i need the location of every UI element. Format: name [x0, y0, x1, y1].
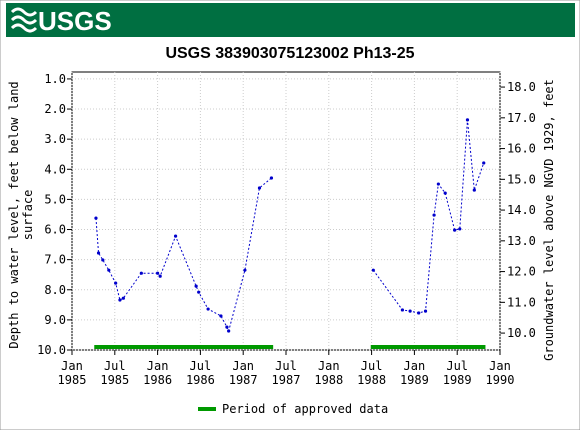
x-tick-label: Jan 1987 [229, 359, 258, 387]
legend-label: Period of approved data [222, 402, 388, 416]
data-point [107, 268, 111, 272]
x-tick-label: Jan 1986 [143, 359, 172, 387]
data-point [453, 228, 457, 232]
axis-label: Depth to water level, feet below landsur… [7, 81, 35, 348]
chart-title: USGS 383903075123002 Ph13-25 [165, 45, 414, 62]
data-point [408, 309, 412, 313]
y2-tick-label: 12.0 [507, 265, 536, 279]
data-point [472, 188, 476, 192]
y2-tick-label: 16.0 [507, 142, 536, 156]
data-point [139, 271, 143, 275]
x-tick-label: Jul 1987 [272, 359, 301, 387]
data-point [243, 268, 247, 272]
y2-tick-label: 10.0 [507, 326, 536, 340]
x-tick-label: Jul 1988 [357, 359, 386, 387]
data-point [206, 307, 210, 311]
data-point [371, 268, 375, 272]
data-point [197, 290, 201, 294]
data-point [156, 271, 160, 275]
axis-label: Groundwater level above NGVD 1929, feet [542, 79, 556, 361]
data-point [173, 234, 178, 238]
y-tick-label: 4.0 [44, 162, 66, 176]
data-point [423, 309, 428, 313]
y-tick-label: 9.0 [44, 313, 66, 327]
logo-waves [10, 7, 38, 33]
y-tick-label: 1.0 [44, 72, 66, 86]
y-tick-label: 8.0 [44, 283, 66, 297]
x-tick-label: Jan 1985 [58, 359, 87, 387]
data-point [432, 213, 436, 217]
data-point [417, 311, 421, 315]
data-point [436, 182, 440, 186]
y-tick-label: 6.0 [44, 223, 66, 237]
data-point [465, 118, 470, 122]
data-point [194, 284, 198, 288]
y-tick-label: 10.0 [37, 343, 66, 357]
y2-tick-label: 18.0 [507, 80, 536, 94]
x-tick-label: Jan 1989 [400, 359, 429, 387]
y2-tick-label: 11.0 [507, 295, 536, 309]
data-point [121, 296, 125, 300]
y2-tick-label: 15.0 [507, 172, 536, 186]
data-point [227, 329, 231, 333]
x-tick-label: Jul 1989 [443, 359, 472, 387]
data-point [101, 258, 105, 262]
data-point [257, 186, 262, 190]
data-point [269, 176, 274, 180]
x-tick-label: Jul 1985 [100, 359, 129, 387]
data-point [458, 227, 462, 231]
header-bar [6, 3, 575, 37]
logo: USGS [38, 6, 112, 36]
y2-tick-label: 14.0 [507, 203, 536, 217]
data-point [114, 281, 118, 285]
data-point [400, 308, 405, 312]
data-point [94, 216, 98, 220]
data-point [158, 274, 162, 278]
data-point [443, 191, 447, 195]
data-point [482, 161, 486, 165]
y2-tick-label: 17.0 [507, 111, 536, 125]
x-tick-label: Jul 1986 [186, 359, 215, 387]
x-tick-label: Jan 1988 [314, 359, 343, 387]
data-point [118, 298, 122, 302]
y2-tick-label: 13.0 [507, 234, 536, 248]
y-tick-label: 7.0 [44, 253, 66, 267]
data-point [225, 325, 229, 329]
data-point [96, 251, 101, 255]
y-tick-label: 3.0 [44, 132, 66, 146]
x-tick-label: Jan 1990 [486, 359, 515, 387]
y-tick-label: 2.0 [44, 102, 66, 116]
y-tick-label: 5.0 [44, 192, 66, 206]
data-point [219, 314, 223, 318]
